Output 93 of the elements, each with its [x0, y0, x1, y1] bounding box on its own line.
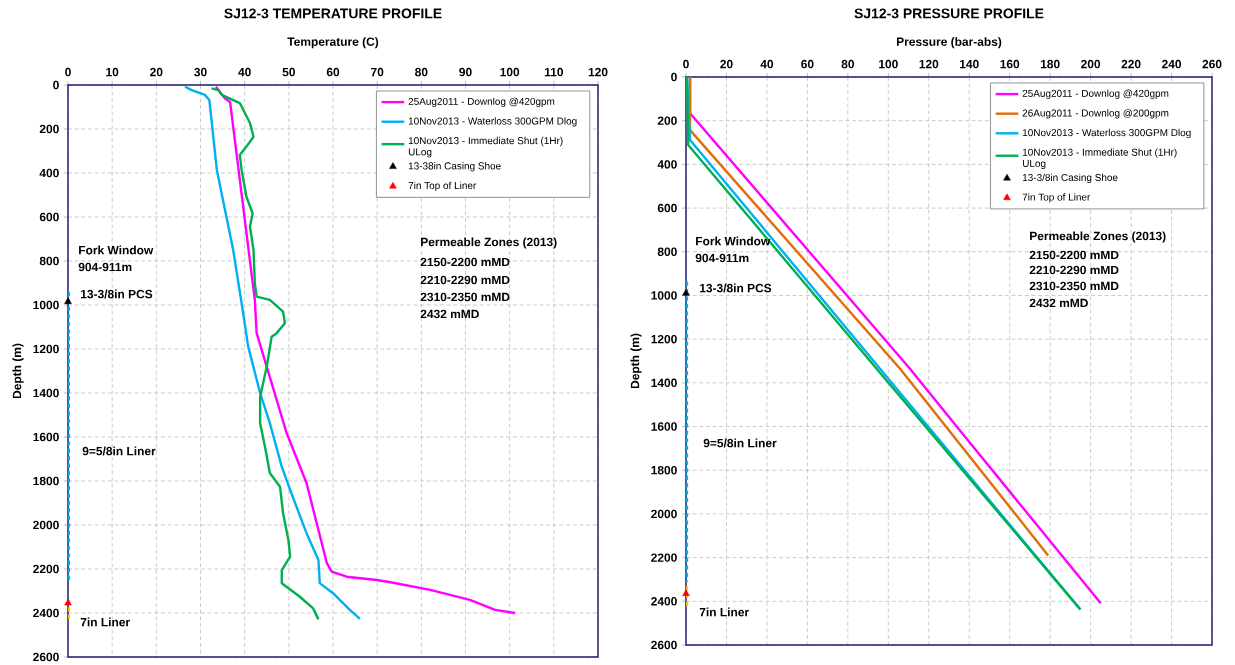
y-axis-title: Depth (m) [630, 333, 642, 389]
annotation: 2432 mMD [420, 309, 479, 319]
x-tick-label: 0 [65, 67, 71, 77]
x-tick-label: 30 [194, 67, 207, 77]
x-tick-label: 120 [919, 59, 939, 69]
y-tick-label: 2200 [651, 553, 677, 562]
x-tick-label: 140 [960, 59, 979, 69]
annotation: Fork Window [79, 245, 154, 255]
y-tick-label: 1000 [651, 291, 677, 300]
chart-title: SJ12-3 PRESSURE PROFILE [854, 8, 1044, 19]
y-tick-label: 400 [657, 160, 677, 169]
y-tick-label: 400 [39, 168, 59, 178]
annotation: 7in Liner [80, 617, 130, 627]
x-tick-label: 90 [459, 67, 472, 77]
y-tick-label: 800 [657, 247, 677, 257]
chart-title: SJ12-3 TEMPERATURE PROFILE [224, 8, 442, 19]
annotation: Permeable Zones (2013) [421, 237, 557, 249]
x-tick-label: 80 [841, 59, 855, 69]
annotation: 2150-2200 mMD [1029, 250, 1119, 260]
legend-label: 10Nov2013 - Immediate Shut (1Hr) ULog [408, 136, 563, 158]
x-tick-label: 10 [106, 67, 119, 77]
x-tick-label: 100 [879, 59, 898, 69]
x-tick-label: 50 [282, 67, 295, 77]
y-tick-label: 2200 [33, 564, 59, 574]
legend-label: 13-38in Casing Shoe [408, 162, 501, 172]
y-tick-label: 1200 [33, 344, 59, 354]
y-tick-label: 1800 [33, 476, 59, 486]
y-tick-label: 1600 [33, 432, 59, 442]
x-tick-label: 260 [1202, 59, 1222, 69]
annotation: Fork Window [696, 236, 771, 246]
annotation: 904-911m [78, 262, 132, 272]
x-axis-title: Pressure (bar-abs) [896, 37, 1002, 49]
y-tick-label: 2000 [33, 520, 59, 530]
legend-label: 25Aug2011 - Downlog @420gpm [1022, 89, 1169, 99]
annotation: 2210-2290 mMD [1029, 265, 1119, 275]
y-tick-label: 1000 [33, 300, 59, 310]
x-tick-label: 110 [544, 67, 563, 77]
x-tick-label: 220 [1121, 59, 1141, 69]
x-tick-label: 100 [500, 67, 520, 77]
annotation: 9=5/8in Liner [82, 446, 156, 456]
y-tick-label: 200 [39, 124, 59, 134]
y-tick-label: 1400 [651, 378, 677, 388]
annotation: 13-3/8in PCS [81, 289, 153, 299]
y-tick-label: 600 [657, 203, 677, 213]
annotation: 2210-2290 mMD [420, 275, 510, 285]
legend-label: 10Nov2013 - Waterloss 300GPM Dlog [1022, 128, 1191, 139]
x-tick-label: 120 [588, 67, 608, 77]
y-tick-label: 1200 [651, 334, 677, 344]
annotation: 2310-2350 mMD [1029, 281, 1119, 291]
y-tick-label: 0 [53, 80, 59, 90]
x-tick-label: 20 [150, 67, 163, 77]
x-tick-label: 60 [801, 59, 814, 69]
annotation: Permeable Zones (2013) [1030, 231, 1166, 243]
annotation: 2432 mMD [1029, 298, 1088, 308]
x-tick-label: 160 [1000, 59, 1020, 69]
y-tick-label: 600 [39, 212, 59, 222]
annotation: 2150-2200 mMD [420, 257, 510, 267]
x-tick-label: 180 [1040, 59, 1060, 69]
x-tick-label: 60 [326, 67, 340, 77]
annotation: 9=5/8in Liner [703, 438, 777, 448]
legend-label: 13-3/8in Casing Shoe [1022, 173, 1118, 183]
legend-label: 10Nov2013 - Waterloss 300GPM Dlog [408, 117, 577, 127]
x-tick-label: 0 [683, 59, 689, 69]
y-tick-label: 1400 [33, 388, 59, 398]
y-tick-label: 2000 [651, 509, 677, 519]
x-axis-title: Temperature (C) [287, 37, 379, 49]
y-tick-label: 2600 [33, 652, 59, 662]
legend-label: 7in Top of Liner [1022, 193, 1091, 203]
y-tick-label: 200 [657, 116, 677, 125]
legend-label: 10Nov2013 - Immediate Shut (1Hr) ULog [1022, 148, 1177, 169]
x-tick-label: 70 [371, 67, 384, 77]
y-tick-label: 2600 [651, 640, 677, 650]
x-tick-label: 200 [1081, 59, 1101, 69]
y-tick-label: 800 [39, 256, 59, 266]
y-tick-label: 2400 [33, 608, 59, 618]
x-tick-label: 20 [720, 59, 733, 69]
line-series [210, 87, 320, 621]
x-tick-label: 240 [1162, 59, 1182, 69]
x-tick-label: 80 [415, 67, 428, 77]
line-series [183, 85, 362, 621]
annotation: 7in Liner [699, 607, 749, 617]
legend-label: 7in Top of Liner [408, 181, 477, 191]
y-tick-label: 1600 [651, 422, 677, 431]
annotation: 904-911m [695, 253, 749, 263]
y-tick-label: 2400 [651, 597, 677, 606]
annotation: 2310-2350 mMD [420, 292, 510, 302]
legend-label: 26Aug2011 - Downlog @200gpm [1022, 109, 1169, 119]
x-tick-label: 40 [760, 59, 774, 69]
x-tick-label: 40 [238, 67, 251, 77]
legend-label: 25Aug2011 - Downlog @420gpm [408, 97, 555, 107]
y-axis-title: Depth (m) [12, 343, 24, 399]
y-tick-label: 1800 [651, 466, 677, 475]
annotation: 13-3/8in PCS [700, 283, 772, 293]
